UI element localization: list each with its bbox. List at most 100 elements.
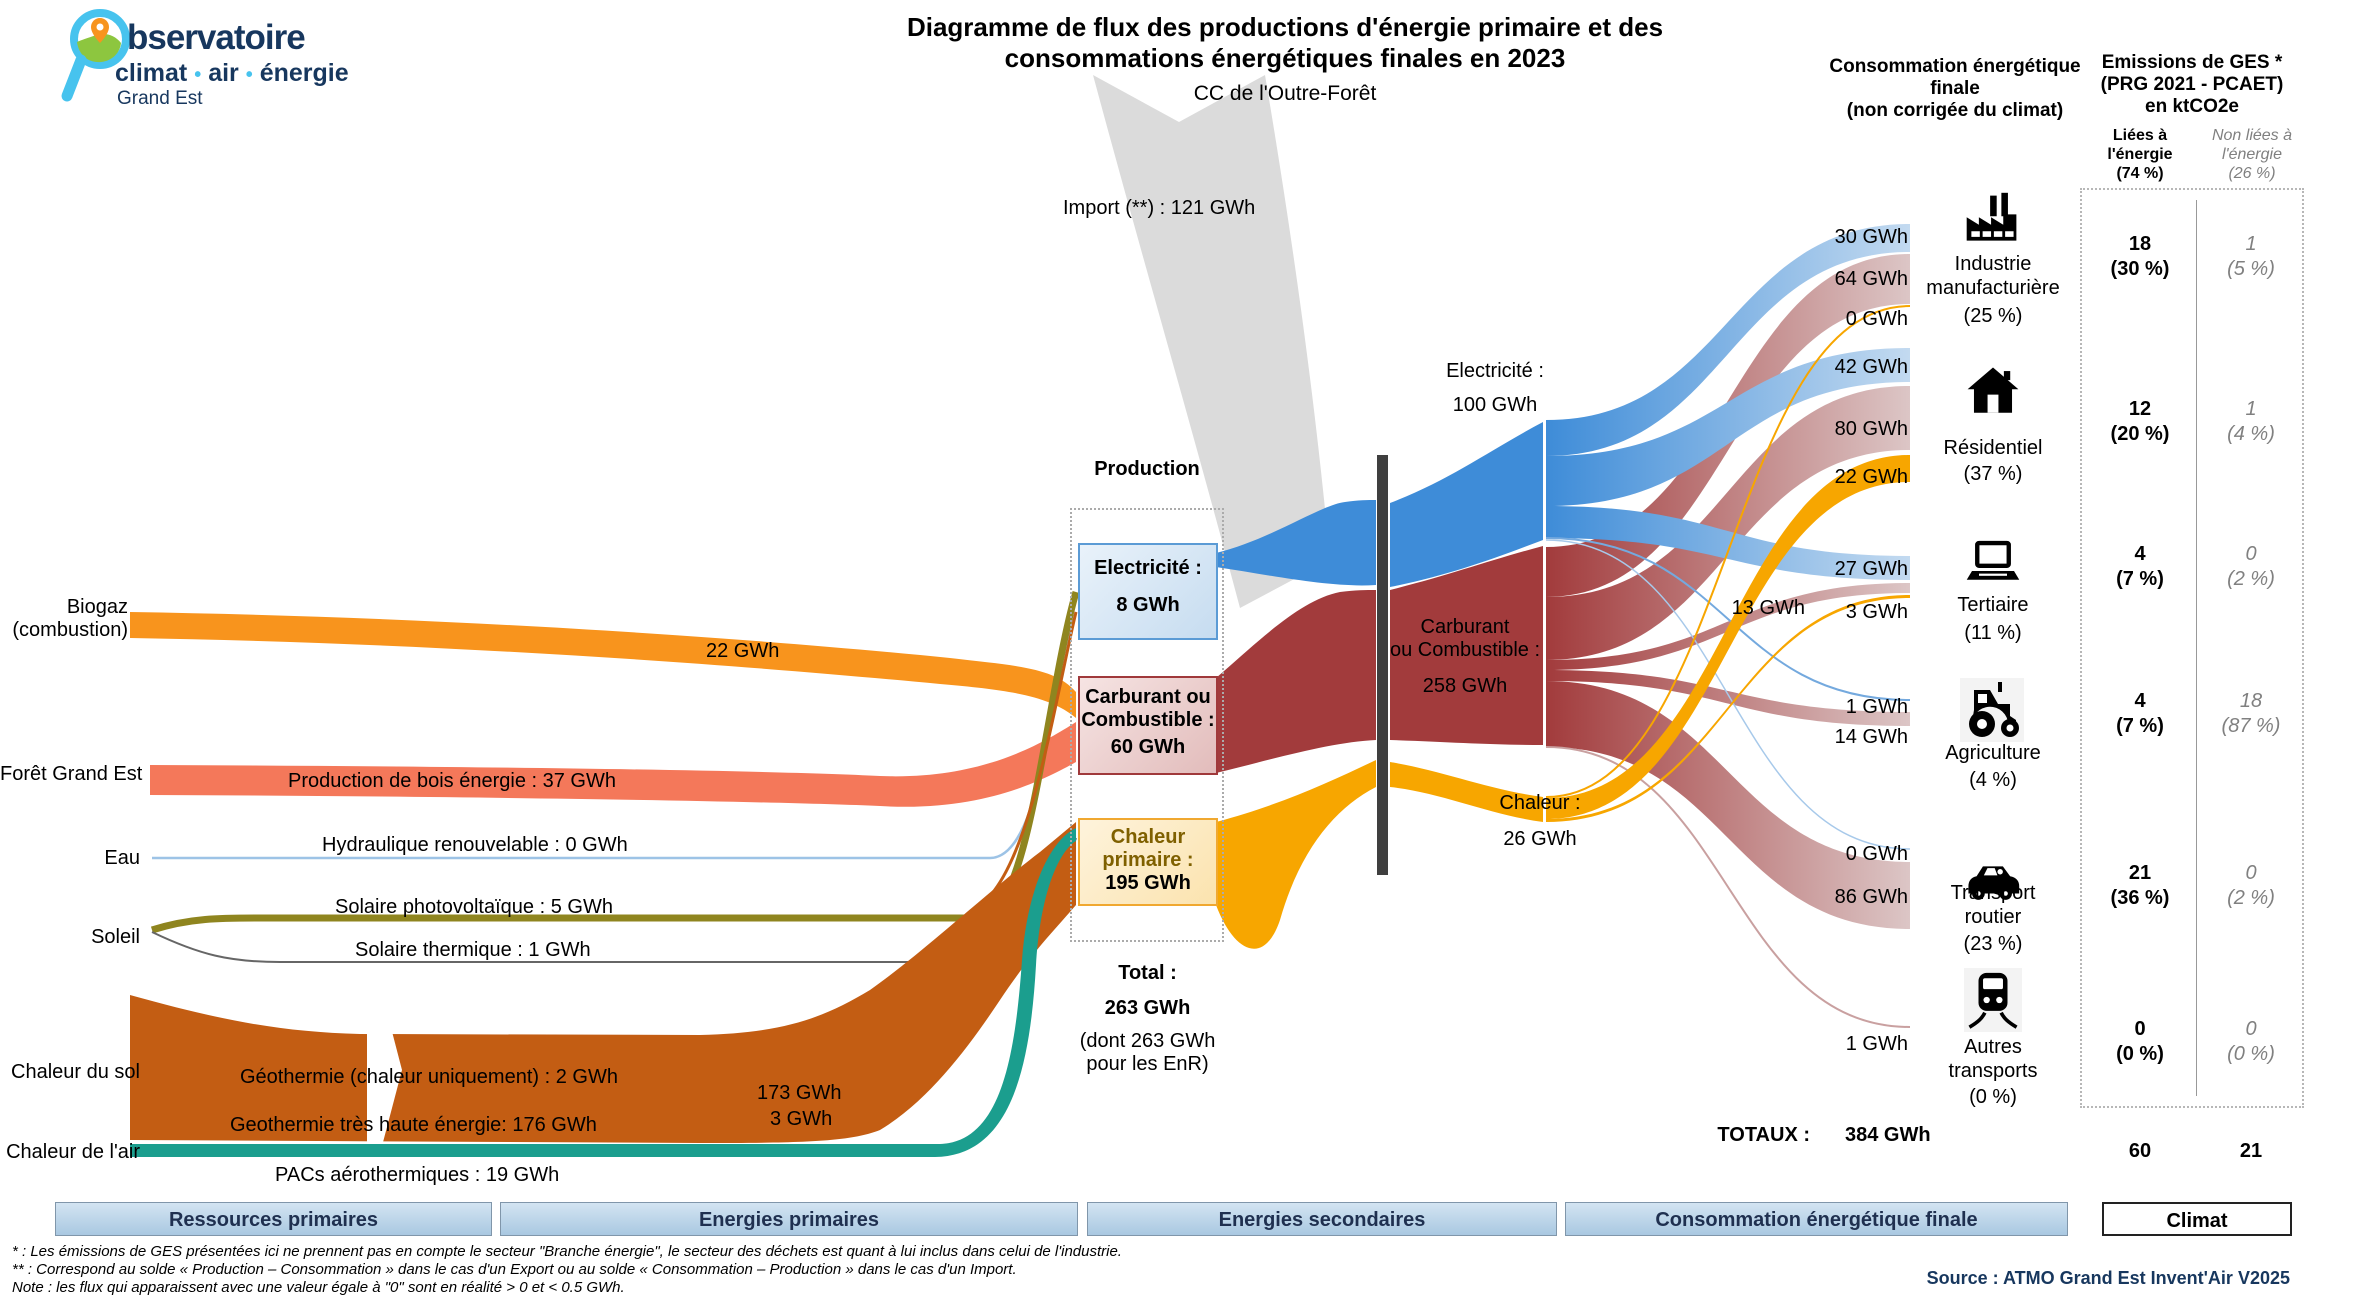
ges-residentiel-n-val: 1 — [2245, 398, 2257, 420]
flow-electricite-transport — [1545, 539, 1911, 850]
flow-value-agriculture-elec: 1 GWh — [1845, 696, 1908, 718]
legend-climat: Climat — [2102, 1202, 2292, 1236]
totaux-ges-non-energy: 21 — [2239, 1140, 2263, 1162]
source-eau: Eau — [104, 847, 140, 869]
ges-col-energy-header: Liées à l'énergie (74 %) — [2107, 127, 2173, 182]
ges-industrie-e-val: 18 — [2128, 233, 2152, 255]
sector-autres-pct: (0 %) — [1969, 1086, 2017, 1108]
flow-label-geo-3: 3 GWh — [770, 1108, 833, 1130]
flow-geothermie-electricite — [979, 611, 1078, 907]
ges-tertiaire-n-val: 0 — [2245, 543, 2257, 565]
flow-electricite-residentiel — [1546, 348, 1910, 506]
flow-import-band — [1093, 75, 1330, 608]
logo-tagline-climat: climat — [115, 59, 188, 87]
production-header: Production — [1094, 458, 1200, 480]
sector-autres-l1: Autres — [1964, 1036, 2022, 1058]
flow-label-geo-173: 173 GWh — [757, 1082, 842, 1104]
source-soleil: Soleil — [91, 926, 140, 948]
flow-value-residentiel-chal: 22 GWh — [1834, 466, 1908, 488]
ges-header-l2: (PRG 2021 - PCAET) — [2100, 74, 2284, 95]
flow-electricite-tertiaire — [1546, 506, 1910, 580]
flow-carburant-agriculture — [1546, 670, 1910, 726]
sector-industrie-pct: (25 %) — [1963, 305, 2023, 327]
page-title: Diagramme de flux des productions d'éner… — [785, 12, 1785, 106]
flow-value-tertiaire-carb: 13 GWh — [1731, 597, 1805, 619]
totaux-ges-energy: 60 — [2128, 1140, 2152, 1162]
ges-agriculture-n-val: 18 — [2239, 690, 2263, 712]
ges-header-l3: en ktCO2e — [2145, 96, 2239, 117]
flow-chaleur-industrie — [1545, 305, 1911, 798]
flow-bois — [150, 722, 1076, 807]
flow-label-solaire-th: Solaire thermique : 1 GWh — [355, 939, 591, 961]
production-box-electricite: Electricité : 8 GWh — [1078, 543, 1218, 640]
flow-value-industrie-chal: 0 GWh — [1845, 308, 1908, 330]
flow-label-solaire-pv: Solaire photovoltaïque : 5 GWh — [335, 896, 613, 918]
production-box-carburant: Carburant ou Combustible : 60 GWh — [1078, 676, 1218, 775]
footnote-zero: Note : les flux qui apparaissent avec un… — [12, 1279, 625, 1296]
ges-industrie-n-pct: (5 %) — [2227, 258, 2275, 280]
sector-residentiel-pct: (37 %) — [1963, 463, 2023, 485]
totaux-label: TOTAUX : — [1717, 1124, 1810, 1146]
production-panel — [1070, 508, 1224, 942]
secondary-node-bar — [1377, 455, 1388, 875]
totaux-value: 384 GWh — [1845, 1124, 1931, 1146]
flow-label-biogaz: 22 GWh — [706, 640, 780, 662]
flow-carburant-main — [1216, 590, 1376, 773]
laptop-icon — [1966, 540, 2020, 580]
ges-industrie-e-pct: (30 %) — [2110, 258, 2170, 280]
sector-transport-l1: Transport — [1950, 882, 2036, 904]
legend-ressources-primaires: Ressources primaires — [55, 1202, 492, 1236]
ges-transport-n-val: 0 — [2245, 862, 2257, 884]
tractor-icon — [1960, 678, 2024, 742]
logo-tagline: climat • air • énergie — [115, 59, 349, 88]
flow-carburant-mid — [1390, 546, 1543, 745]
ges-col-non-energy-header: Non liées à l'énergie (26 %) — [2211, 127, 2293, 182]
ges-header: Emissions de GES * (PRG 2021 - PCAET) en… — [2078, 52, 2306, 118]
ges-autres-n-pct: (0 %) — [2227, 1043, 2275, 1065]
footnote-import: ** : Correspond au solde « Production – … — [12, 1261, 1017, 1278]
train-icon — [1964, 968, 2022, 1032]
node-chaleur: Chaleur : 26 GWh — [1499, 792, 1581, 850]
logo-tagline-energie: énergie — [259, 59, 349, 87]
legend-energies-primaires: Energies primaires — [500, 1202, 1078, 1236]
sector-industrie-l2: manufacturière — [1926, 277, 2060, 299]
ges-agriculture-n-pct: (87 %) — [2221, 715, 2281, 737]
flow-value-industrie-elec: 30 GWh — [1834, 226, 1908, 248]
ges-residentiel-n-pct: (4 %) — [2227, 423, 2275, 445]
flow-carburant-transport — [1546, 681, 1910, 929]
logo-region: Grand Est — [117, 88, 203, 109]
sector-agriculture-pct: (4 %) — [1969, 769, 2017, 791]
flow-value-tertiaire-chal: 3 GWh — [1845, 601, 1908, 623]
ges-tertiaire-e-val: 4 — [2134, 543, 2146, 565]
flow-label-geo-chaleur: Géothermie (chaleur uniquement) : 2 GWh — [240, 1066, 618, 1088]
source-chaleur-sol: Chaleur du sol — [11, 1061, 140, 1083]
conso-header-l2: finale — [1930, 78, 1980, 99]
title-line2: consommations énergétiques finales en 20… — [1004, 43, 1566, 73]
flow-label-pacs: PACs aérothermiques : 19 GWh — [275, 1164, 560, 1186]
flow-value-transport-elec: 0 GWh — [1845, 843, 1908, 865]
source-biogaz: Biogaz (combustion) — [12, 596, 128, 641]
ges-tertiaire-n-pct: (2 %) — [2227, 568, 2275, 590]
flow-pacs — [130, 828, 1076, 1157]
sector-tertiaire-pct: (11 %) — [1964, 622, 2022, 644]
flow-value-agriculture-carb: 14 GWh — [1834, 726, 1908, 748]
sector-autres-l2: transports — [1948, 1060, 2038, 1082]
flow-carburant-residentiel — [1546, 386, 1910, 660]
flow-value-tertiaire-elec: 27 GWh — [1834, 558, 1908, 580]
logo-dot-2: • — [245, 64, 253, 86]
ges-autres-e-val: 0 — [2134, 1018, 2146, 1040]
ges-residentiel-e-pct: (20 %) — [2110, 423, 2170, 445]
logo-wordmark: bservatoire — [127, 18, 306, 57]
sector-residentiel-l1: Résidentiel — [1943, 437, 2043, 459]
flow-chaleur-mid — [1390, 762, 1543, 822]
magnifier-icon — [61, 9, 130, 102]
production-total: Total : 263 GWh (dont 263 GWh pour les E… — [1079, 962, 1216, 1075]
logo-tagline-air: air — [208, 59, 239, 87]
car-icon — [1968, 866, 2020, 900]
flow-value-residentiel-carb: 80 GWh — [1834, 418, 1908, 440]
flow-electricite-main — [1216, 500, 1376, 586]
source-chaleur-air: Chaleur de l'air — [6, 1141, 140, 1163]
flow-chaleur-main — [1216, 760, 1376, 949]
